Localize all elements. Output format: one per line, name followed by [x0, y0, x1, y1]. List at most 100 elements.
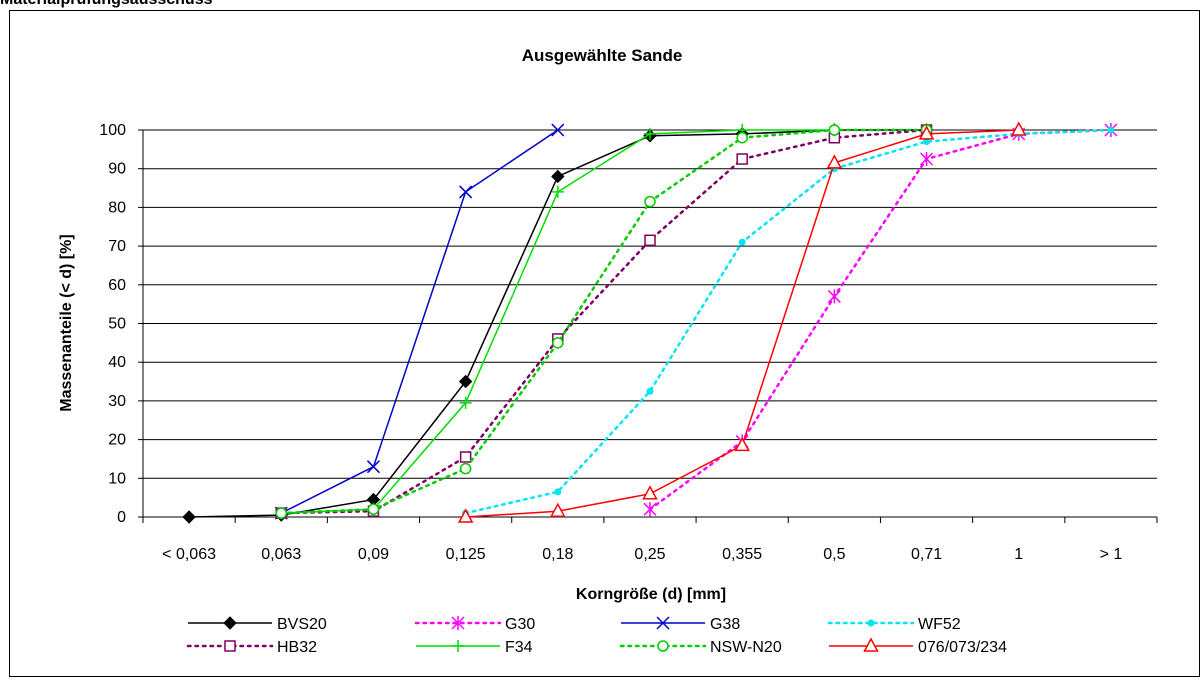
legend-item: G30 [414, 616, 535, 633]
data-point [736, 131, 748, 144]
series-g38 [274, 123, 565, 520]
legend-label: NSW-N20 [710, 639, 782, 656]
data-point [918, 125, 935, 140]
data-point [459, 451, 472, 463]
data-point [367, 503, 380, 516]
y-tick-label: 70 [108, 238, 126, 255]
data-point [224, 640, 236, 652]
x-tick-label: 1 [1014, 546, 1023, 563]
series-nsw-n20 [275, 124, 933, 519]
series-line [648, 128, 1113, 511]
series-layer [182, 121, 1118, 524]
y-tick-label: 90 [108, 161, 126, 178]
data-point [182, 510, 196, 524]
y-tick-label: 60 [108, 277, 126, 294]
x-tick-label: < 0,063 [162, 546, 216, 563]
series-line [280, 128, 928, 515]
data-point [550, 502, 566, 517]
y-tick-label: 40 [108, 354, 126, 371]
series-076-073-234 [457, 121, 1027, 523]
series-hb32 [275, 124, 933, 519]
data-point [366, 460, 380, 474]
data-point [734, 436, 750, 452]
x-tick-label: 0,71 [911, 546, 942, 563]
legend-label: BVS20 [277, 616, 327, 633]
y-tick-label: 0 [117, 509, 126, 526]
data-point [920, 152, 934, 167]
data-point [826, 154, 843, 169]
legend-label: G38 [710, 616, 740, 633]
data-point [656, 616, 670, 630]
data-point [275, 507, 288, 519]
legend-item: BVS20 [188, 616, 327, 633]
chart-frame [9, 10, 1200, 677]
data-point [657, 640, 669, 652]
x-tick-label: 0,355 [722, 546, 762, 563]
data-point [459, 396, 472, 409]
data-point [459, 185, 473, 199]
data-point [458, 374, 473, 389]
legend-label: F34 [505, 639, 533, 656]
x-tick-label: 0,063 [261, 546, 301, 563]
data-point [223, 616, 237, 630]
y-tick-label: 20 [108, 432, 126, 449]
legend-item: 076/073/234 [829, 637, 1007, 656]
data-point [867, 619, 875, 627]
series-line [280, 128, 928, 515]
y-tick-label: 80 [108, 199, 126, 216]
data-point [551, 123, 565, 137]
data-point [551, 185, 564, 198]
data-point [642, 485, 658, 500]
legend: BVS20 G30 G38 WF52 HB32 F34 NSW-N20 076/073/234 [186, 616, 1007, 656]
x-tick-label: 0,18 [542, 546, 573, 563]
data-point [457, 508, 474, 523]
data-point [644, 195, 656, 208]
legend-item: HB32 [186, 639, 317, 656]
grid-lines [143, 129, 1157, 479]
data-point [827, 289, 841, 304]
legend-label: 076/073/234 [918, 639, 1007, 656]
x-tick-label: 0,125 [446, 546, 486, 563]
data-point [1107, 126, 1115, 134]
data-point [643, 502, 657, 517]
data-point [644, 234, 656, 247]
y-tick-label: 30 [108, 393, 126, 410]
data-point [459, 462, 472, 475]
y-tick-label: 50 [108, 316, 126, 333]
legend-label: HB32 [277, 639, 317, 656]
data-point [736, 153, 748, 165]
y-tick-label: 100 [99, 122, 126, 139]
data-point [554, 488, 562, 496]
data-point [1010, 121, 1027, 136]
data-point [863, 637, 879, 652]
legend-item: F34 [416, 639, 533, 656]
data-point [644, 127, 656, 140]
series-line [280, 129, 559, 514]
data-point [551, 169, 565, 184]
data-point [828, 124, 841, 136]
page-header: Materialprüfungsausschuss [0, 0, 213, 9]
series-f34 [275, 124, 841, 520]
y-axis-label: Massenanteile (< d) [%] [58, 234, 75, 411]
legend-item: WF52 [827, 616, 961, 633]
y-tick-label: 10 [108, 470, 126, 487]
x-tick-label: > 1 [1100, 546, 1123, 563]
data-point [552, 337, 564, 349]
x-tick-label: 0,5 [823, 546, 845, 563]
axes: 0 10 20 30 40 50 60 70 80 90 100 < 0,063 0,063 0,09 0,… [99, 122, 1158, 563]
chart-title: Ausgewählte Sande [522, 46, 683, 65]
legend-item: NSW-N20 [619, 639, 782, 656]
data-point [452, 640, 464, 652]
data-point [646, 387, 654, 395]
data-point [451, 616, 465, 630]
legend-label: G30 [505, 616, 535, 633]
series-line [464, 128, 1113, 515]
x-axis-label: Korngröße (d) [mm] [576, 586, 726, 603]
x-tick-label: 0,25 [634, 546, 665, 563]
legend-item: G38 [621, 616, 740, 633]
series-wf52 [462, 126, 1115, 517]
legend-label: WF52 [918, 616, 961, 633]
data-point [738, 238, 746, 246]
x-tick-label: 0,09 [358, 546, 389, 563]
